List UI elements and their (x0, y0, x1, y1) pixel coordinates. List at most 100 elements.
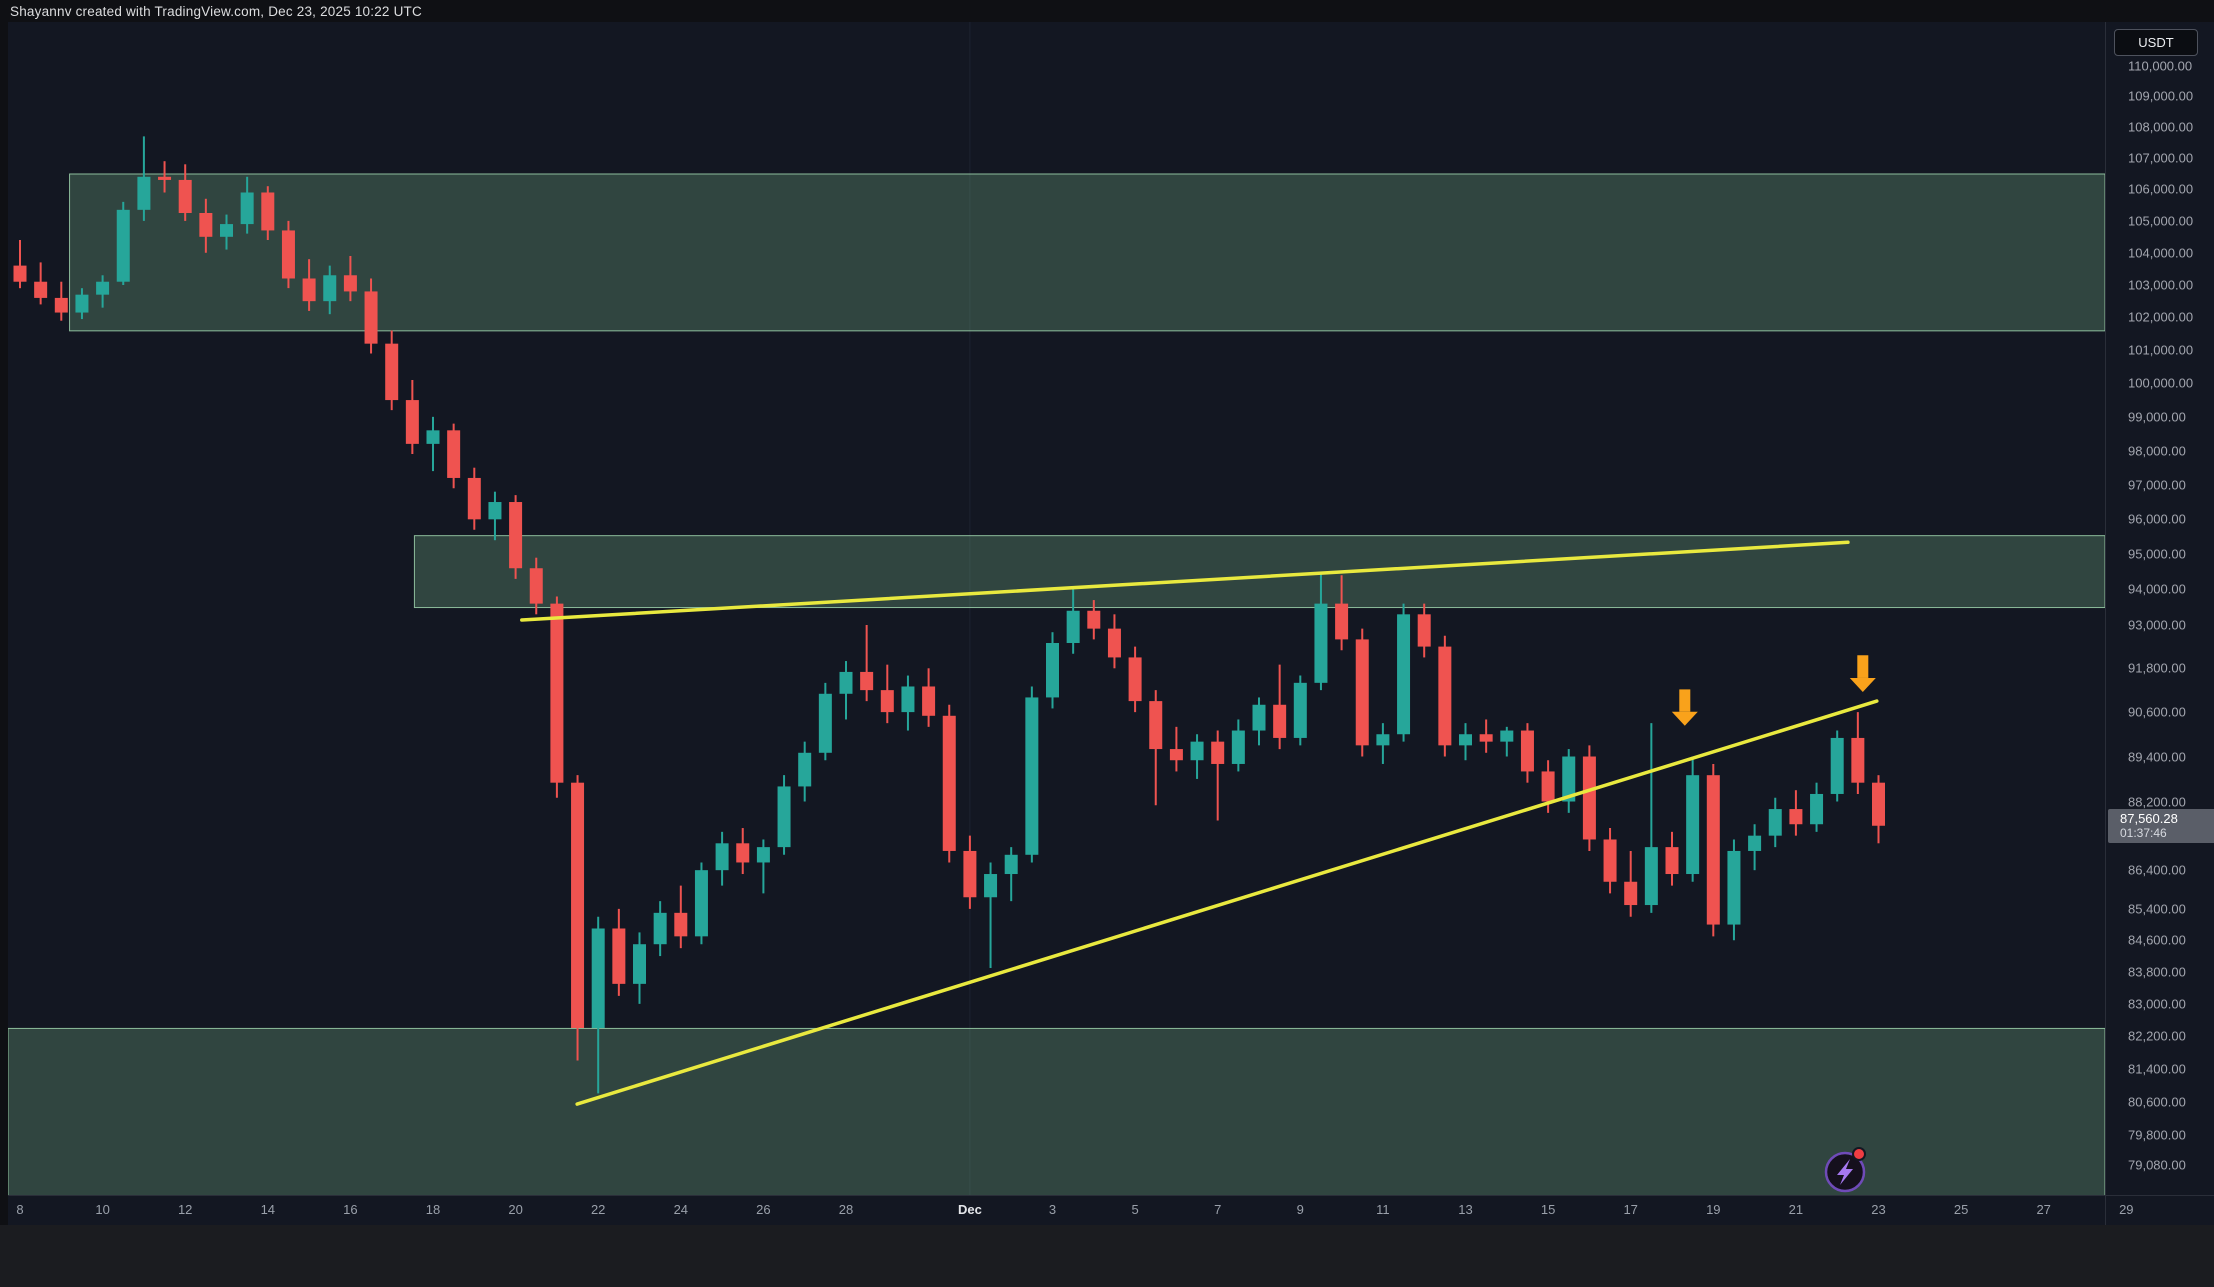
price-tick-label: 99,000.00 (2128, 409, 2186, 425)
candle (1252, 697, 1266, 746)
time-axis[interactable] (8, 1195, 2214, 1225)
candle (467, 467, 481, 530)
candle (261, 186, 275, 240)
price-tick-label: 85,400.00 (2128, 901, 2186, 917)
candle (1851, 712, 1865, 794)
candle (1872, 775, 1885, 844)
candle (1397, 603, 1411, 742)
price-tick-label: 79,080.00 (2128, 1157, 2186, 1173)
time-tick-label: 17 (1623, 1202, 1638, 1217)
candle (1768, 797, 1782, 848)
price-tick-label: 100,000.00 (2128, 375, 2194, 391)
time-axis-separator (8, 1195, 2214, 1196)
time-tick-label: 9 (1296, 1202, 1304, 1217)
price-tick-label: 94,000.00 (2128, 581, 2186, 597)
rejection-arrow-2[interactable] (1849, 655, 1876, 692)
mid-resistance-zone[interactable] (413, 535, 2106, 609)
time-tick-label: 20 (508, 1202, 523, 1217)
candle (1335, 575, 1349, 651)
time-tick-label: 3 (1048, 1202, 1057, 1217)
lower-demand-zone[interactable] (7, 1027, 2106, 1206)
time-tick-label: 29 (2119, 1202, 2134, 1217)
current-price-value: 87,560.28 (2120, 810, 2178, 826)
tradingview-badge-button[interactable] (1824, 1147, 1866, 1193)
upper-supply-zone[interactable] (69, 173, 2106, 332)
currency-toggle-button[interactable]: USDT (2114, 29, 2198, 56)
notification-dot (1852, 1147, 1866, 1161)
price-tick-label: 107,000.00 (2128, 150, 2194, 166)
time-tick-label: 15 (1540, 1202, 1556, 1217)
price-tick-label: 79,800.00 (2128, 1127, 2186, 1143)
candle (405, 380, 419, 455)
candle (674, 885, 688, 949)
price-tick-label: 91,800.00 (2128, 660, 2186, 676)
candle (798, 741, 812, 802)
price-tick-label: 83,800.00 (2128, 964, 2186, 980)
candle (447, 423, 461, 489)
time-tick-label: 14 (260, 1202, 276, 1217)
price-tick-label: 84,600.00 (2128, 932, 2186, 948)
price-axis[interactable] (2106, 22, 2214, 1195)
candle (1624, 850, 1638, 917)
candle (1355, 628, 1369, 757)
upper-wedge-line[interactable] (520, 540, 1850, 622)
candle (1211, 730, 1225, 821)
price-tick-label: 89,400.00 (2128, 749, 2186, 764)
candle (1293, 675, 1307, 746)
price-tick-label: 83,000.00 (2128, 996, 2186, 1012)
candle (1107, 614, 1121, 669)
candle (736, 828, 750, 875)
rejection-arrow-1[interactable] (1671, 689, 1698, 726)
price-tick-label: 93,000.00 (2128, 617, 2186, 633)
candle (901, 675, 915, 731)
candle (1087, 600, 1101, 640)
candle (1500, 726, 1514, 757)
candle (550, 596, 564, 798)
candle (199, 198, 213, 253)
time-tick-label: 23 (1871, 1202, 1886, 1217)
candle (1004, 847, 1018, 902)
price-tick-label: 110,000.00 (2128, 58, 2193, 74)
price-tick-label: 96,000.00 (2128, 511, 2186, 527)
candle (1789, 790, 1803, 836)
price-tick-label: 104,000.00 (2128, 245, 2194, 261)
candle (1459, 723, 1472, 761)
chart-pane[interactable] (8, 22, 2105, 1195)
candle (364, 278, 378, 354)
candle (1727, 839, 1741, 941)
candle (1231, 719, 1245, 772)
candle (715, 831, 729, 886)
candlestick-chart[interactable] (7, 22, 2106, 1206)
time-tick-label: 16 (343, 1202, 358, 1217)
candle (1830, 730, 1844, 802)
candle (1128, 646, 1142, 713)
price-tick-label: 90,600.00 (2128, 704, 2186, 720)
candle (612, 908, 626, 996)
candle (922, 668, 936, 727)
candle (1417, 603, 1431, 658)
time-tick-label: 10 (95, 1202, 110, 1217)
lightning-icon (1837, 1159, 1853, 1185)
time-tick-label: 12 (177, 1202, 193, 1217)
candle (240, 176, 254, 234)
time-tick-label: 27 (2036, 1202, 2051, 1217)
candle (777, 775, 791, 855)
candle (963, 835, 977, 909)
price-tick-label: 102,000.00 (2128, 309, 2194, 325)
candle (1665, 831, 1679, 886)
candle (96, 275, 110, 308)
candle (1562, 749, 1576, 813)
price-tick-label: 81,400.00 (2128, 1061, 2186, 1077)
candle (1169, 726, 1183, 772)
candle (509, 495, 523, 579)
price-tick-label: 109,000.00 (2128, 88, 2194, 104)
time-tick-label: 18 (425, 1202, 441, 1217)
candle (178, 164, 192, 221)
candle (653, 901, 667, 957)
candle (694, 862, 708, 945)
current-price-label: 87,560.28 01:37:46 (2108, 808, 2214, 843)
candle (343, 255, 357, 302)
lower-ascending-support[interactable] (575, 699, 1879, 1106)
candle (75, 288, 89, 320)
